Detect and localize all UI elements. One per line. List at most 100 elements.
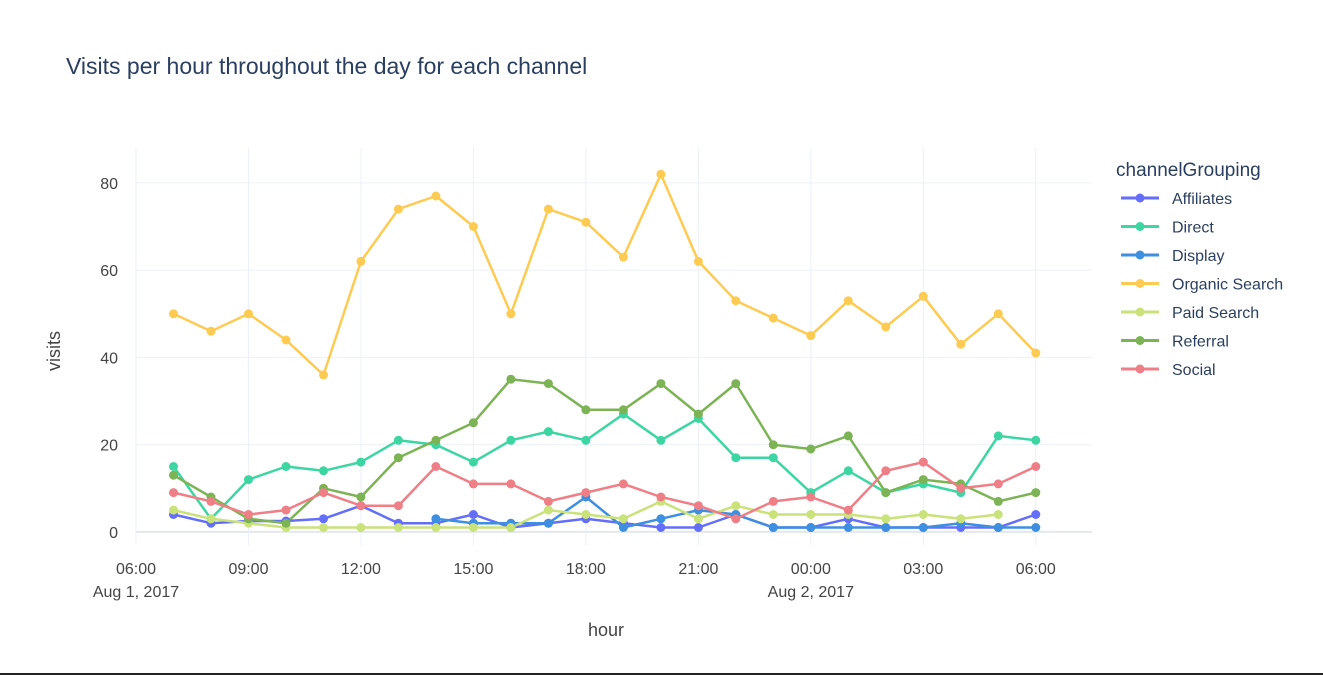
data-point[interactable]: [656, 514, 666, 524]
data-point[interactable]: [656, 169, 666, 179]
data-point[interactable]: [618, 405, 628, 415]
data-point[interactable]: [806, 492, 816, 502]
data-point[interactable]: [431, 462, 441, 471]
data-point[interactable]: [843, 505, 853, 515]
data-point[interactable]: [356, 501, 366, 511]
data-point[interactable]: [656, 523, 666, 532]
data-point[interactable]: [731, 453, 741, 463]
data-point[interactable]: [993, 510, 1003, 519]
data-point[interactable]: [169, 470, 178, 480]
data-point[interactable]: [731, 501, 741, 511]
data-point[interactable]: [618, 252, 628, 262]
data-point[interactable]: [468, 222, 478, 231]
data-point[interactable]: [319, 514, 328, 524]
data-point[interactable]: [319, 370, 328, 380]
data-point[interactable]: [543, 505, 553, 515]
legend-item-direct[interactable]: Direct: [1121, 220, 1214, 237]
data-point[interactable]: [543, 204, 553, 214]
data-point[interactable]: [356, 523, 366, 532]
data-point[interactable]: [956, 483, 966, 493]
data-point[interactable]: [506, 435, 516, 445]
data-point[interactable]: [356, 256, 366, 266]
data-point[interactable]: [806, 331, 816, 341]
data-point[interactable]: [993, 309, 1003, 319]
data-point[interactable]: [693, 256, 703, 266]
data-point[interactable]: [693, 501, 703, 511]
data-point[interactable]: [206, 496, 216, 506]
legend-item-organic-search[interactable]: Organic Search: [1121, 277, 1283, 294]
data-point[interactable]: [506, 523, 516, 532]
data-point[interactable]: [581, 510, 591, 519]
data-point[interactable]: [1031, 523, 1041, 532]
data-point[interactable]: [731, 514, 741, 524]
data-point[interactable]: [244, 510, 253, 519]
data-point[interactable]: [431, 514, 441, 524]
data-point[interactable]: [356, 492, 366, 502]
data-point[interactable]: [768, 453, 778, 463]
data-point[interactable]: [806, 523, 816, 532]
data-point[interactable]: [468, 457, 478, 467]
data-point[interactable]: [543, 518, 553, 528]
data-point[interactable]: [581, 435, 591, 445]
data-point[interactable]: [468, 418, 478, 428]
data-point[interactable]: [656, 492, 666, 502]
data-point[interactable]: [843, 296, 853, 306]
data-point[interactable]: [806, 444, 816, 454]
data-point[interactable]: [1031, 510, 1041, 519]
data-point[interactable]: [768, 313, 778, 323]
data-point[interactable]: [881, 488, 891, 498]
data-point[interactable]: [319, 466, 328, 476]
data-point[interactable]: [1031, 488, 1041, 498]
data-point[interactable]: [881, 523, 891, 532]
data-point[interactable]: [169, 505, 178, 515]
data-point[interactable]: [319, 523, 328, 532]
data-point[interactable]: [581, 217, 591, 227]
data-point[interactable]: [693, 514, 703, 524]
data-point[interactable]: [731, 296, 741, 306]
data-point[interactable]: [543, 379, 553, 389]
data-point[interactable]: [843, 431, 853, 441]
data-point[interactable]: [581, 488, 591, 498]
data-point[interactable]: [506, 479, 516, 489]
legend-item-display[interactable]: Display: [1121, 248, 1224, 265]
data-point[interactable]: [393, 453, 403, 463]
data-point[interactable]: [169, 488, 178, 498]
data-point[interactable]: [918, 291, 928, 301]
data-point[interactable]: [393, 435, 403, 445]
data-point[interactable]: [393, 501, 403, 511]
data-point[interactable]: [918, 510, 928, 519]
data-point[interactable]: [468, 523, 478, 532]
data-point[interactable]: [956, 339, 966, 349]
legend-item-referral[interactable]: Referral: [1121, 334, 1229, 351]
data-point[interactable]: [581, 405, 591, 415]
data-point[interactable]: [1031, 435, 1041, 445]
data-point[interactable]: [993, 431, 1003, 441]
data-point[interactable]: [618, 523, 628, 532]
data-point[interactable]: [281, 462, 291, 471]
data-point[interactable]: [918, 475, 928, 485]
legend-item-paid-search[interactable]: Paid Search: [1121, 305, 1259, 322]
legend-item-social[interactable]: Social: [1121, 362, 1216, 379]
data-point[interactable]: [206, 326, 216, 336]
data-point[interactable]: [881, 514, 891, 524]
data-point[interactable]: [393, 204, 403, 214]
data-point[interactable]: [618, 479, 628, 489]
data-point[interactable]: [543, 496, 553, 506]
data-point[interactable]: [356, 457, 366, 467]
data-point[interactable]: [281, 518, 291, 528]
data-point[interactable]: [543, 427, 553, 437]
data-point[interactable]: [431, 435, 441, 445]
data-point[interactable]: [169, 309, 178, 319]
data-point[interactable]: [1031, 348, 1041, 358]
data-point[interactable]: [431, 523, 441, 532]
data-point[interactable]: [393, 523, 403, 532]
data-point[interactable]: [618, 514, 628, 524]
data-point[interactable]: [768, 440, 778, 450]
data-point[interactable]: [468, 479, 478, 489]
data-point[interactable]: [281, 335, 291, 345]
data-point[interactable]: [993, 496, 1003, 506]
data-point[interactable]: [693, 409, 703, 419]
data-point[interactable]: [731, 379, 741, 389]
data-point[interactable]: [693, 523, 703, 532]
data-point[interactable]: [244, 475, 253, 485]
